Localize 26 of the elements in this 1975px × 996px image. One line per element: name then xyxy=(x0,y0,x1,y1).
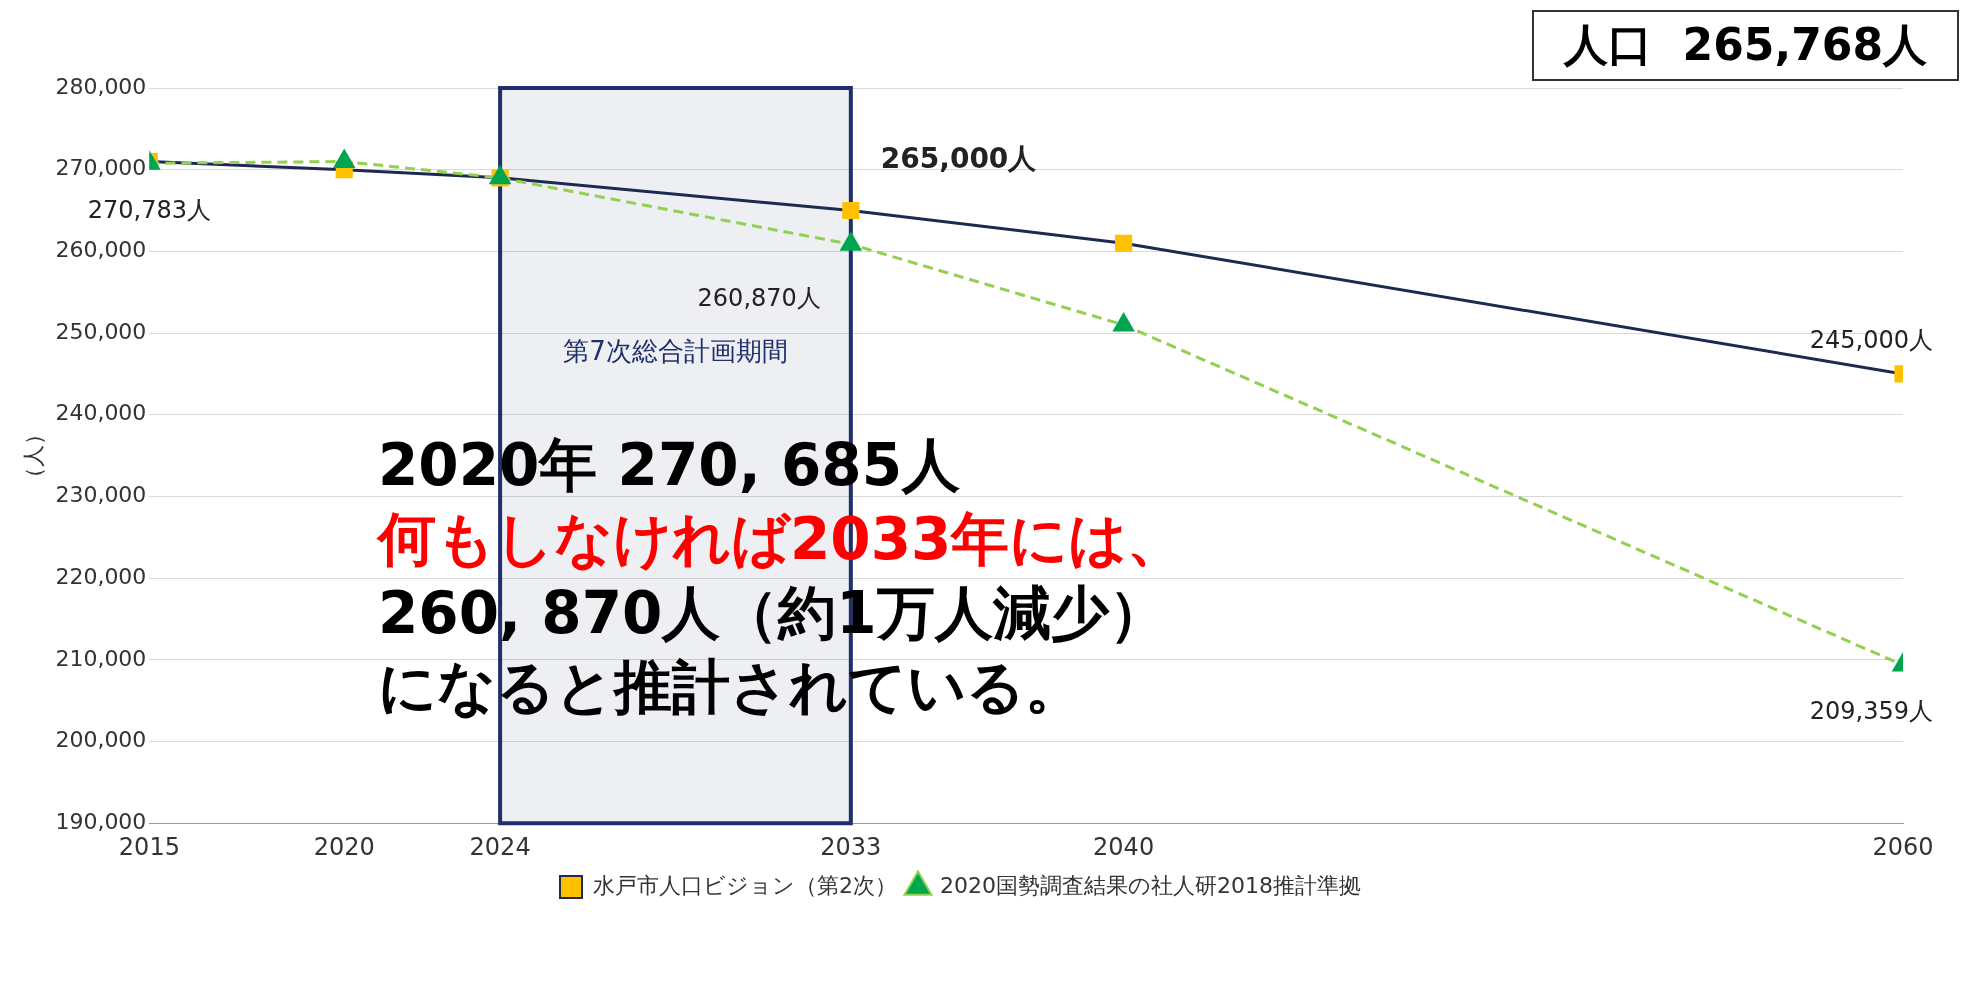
text: 人口 265,768人 xyxy=(1531,10,1959,81)
x-tick-label: 2015 xyxy=(118,832,180,861)
y-tick-label: 260,000 xyxy=(55,237,147,263)
y-tick-label: 270,000 xyxy=(55,155,147,181)
y-tick-label: 230,000 xyxy=(55,482,147,508)
x-tick-label: 2020 xyxy=(313,832,375,861)
legend-label: 2020国勢調査結果の社人研2018推計準拠 xyxy=(940,872,1361,898)
data-label: 265,000人 xyxy=(880,141,1038,175)
y-tick-label: 210,000 xyxy=(55,645,147,671)
data-label: 260,870人 xyxy=(697,283,821,312)
y-tick-label: 250,000 xyxy=(55,318,147,344)
legend-label: 水戸市人口ビジョン（第2次） xyxy=(593,872,898,898)
x-tick-label: 2024 xyxy=(469,832,531,861)
y-tick-label: 200,000 xyxy=(55,727,147,753)
x-tick-label: 2040 xyxy=(1093,832,1155,861)
x-tick-label: 2060 xyxy=(1872,832,1934,861)
band-label: 第7次総合計画期間 xyxy=(563,336,788,367)
data-label: 209,359人 xyxy=(1809,697,1933,726)
y-tick-label: 190,000 xyxy=(55,808,147,834)
y-axis-title: （人） xyxy=(20,422,46,489)
data-label: 270,783人 xyxy=(87,195,211,224)
y-tick-label: 280,000 xyxy=(55,73,147,99)
x-tick-label: 2033 xyxy=(820,832,882,861)
y-tick-label: 220,000 xyxy=(55,563,147,589)
y-tick-label: 240,000 xyxy=(55,400,147,426)
data-label: 245,000人 xyxy=(1809,326,1933,355)
